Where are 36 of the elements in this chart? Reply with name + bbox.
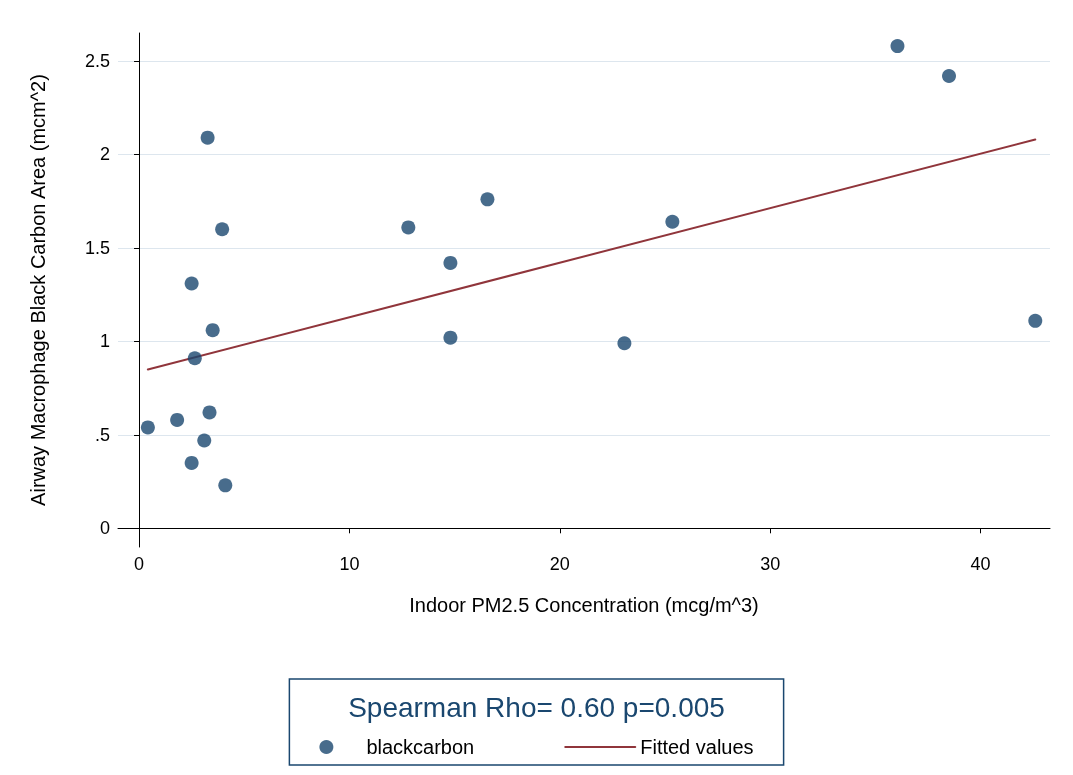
- legend-label: blackcarbon: [366, 736, 475, 758]
- point: [443, 330, 458, 345]
- x-tick-label: 40: [970, 554, 991, 574]
- point: [890, 39, 905, 54]
- point: [665, 214, 680, 229]
- legend-title: Spearman Rho= 0.60 p=0.005: [348, 691, 725, 723]
- y-tick-label: 2.5: [84, 51, 110, 72]
- x-tick-label: 30: [760, 554, 781, 574]
- x-tick-label: 10: [339, 554, 360, 574]
- point: [197, 433, 212, 448]
- y-tick-label: 1.5: [84, 237, 110, 258]
- point: [617, 336, 632, 351]
- point: [205, 323, 220, 338]
- point: [184, 455, 199, 470]
- point: [480, 192, 495, 207]
- point: [200, 130, 215, 145]
- point: [170, 412, 185, 427]
- y-tick-label: 0: [99, 518, 110, 539]
- point: [942, 68, 957, 83]
- point: [1028, 313, 1043, 328]
- y-tick-label: .5: [94, 424, 110, 445]
- point: [215, 222, 230, 237]
- x-axis-title: Indoor PM2.5 Concentration (mcg/m^3): [409, 594, 759, 616]
- point: [202, 405, 217, 420]
- point: [218, 478, 233, 493]
- point: [184, 276, 199, 291]
- point: [401, 220, 416, 235]
- point: [140, 420, 155, 435]
- y-axis-title: Airway Macrophage Black Carbon Area (mcm^2): [27, 74, 49, 506]
- point: [187, 351, 202, 366]
- legend-label: Fitted values: [640, 736, 754, 758]
- x-tick-label: 20: [549, 554, 570, 574]
- y-tick-label: 1: [99, 331, 110, 352]
- x-tick-label: 0: [134, 554, 145, 574]
- y-tick-label: 2: [99, 144, 110, 165]
- point: [443, 255, 458, 270]
